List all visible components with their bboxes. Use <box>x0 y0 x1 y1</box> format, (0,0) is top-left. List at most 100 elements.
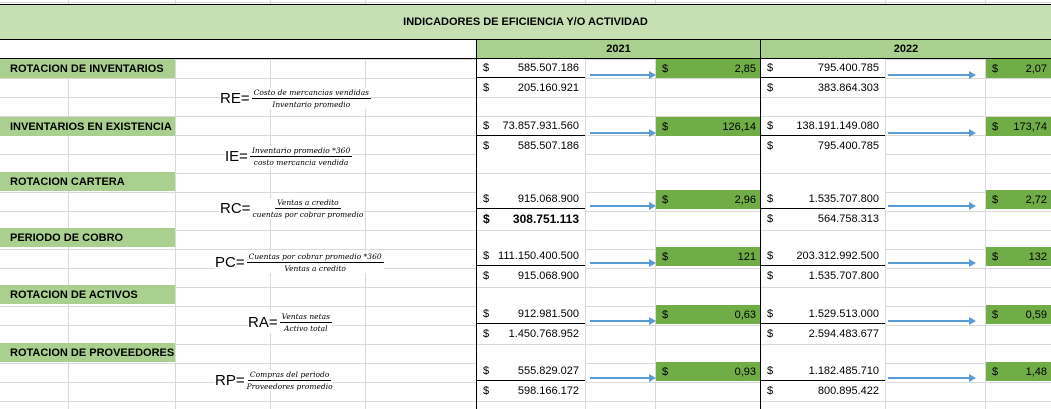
arrow-icon <box>590 317 656 325</box>
result-cell[interactable]: $2,96 <box>656 190 760 209</box>
currency-symbol: $ <box>483 308 490 320</box>
denominator-value: 795.400.785 <box>817 139 879 152</box>
formula-symbol: RE= <box>220 90 250 107</box>
denominator-value: 308.751.113 <box>512 211 579 226</box>
denominator-cell[interactable]: $1.535.707.800 <box>761 266 885 285</box>
numerator-cell[interactable]: $138.191.149.080 <box>761 117 885 136</box>
denominator-cell[interactable]: $915.068.900 <box>477 266 585 285</box>
result-cell[interactable]: $0,59 <box>986 305 1051 324</box>
result-value: 0,63 <box>734 308 756 321</box>
numerator-cell[interactable]: $915.068.900 <box>477 190 585 209</box>
formula-numerator: Costo de mercancias vendidas <box>251 88 372 99</box>
denominator-cell[interactable]: $1.450.768.952 <box>477 324 585 343</box>
currency-symbol: $ <box>767 384 774 397</box>
numerator-cell[interactable]: $73.857.931.560 <box>477 117 585 136</box>
currency-symbol: $ <box>662 250 669 263</box>
section-label[interactable]: ROTACION DE PROVEEDORES <box>0 343 175 362</box>
result-value: 2,07 <box>1025 62 1047 75</box>
currency-symbol: $ <box>767 269 774 282</box>
currency-symbol: $ <box>483 365 490 377</box>
section-label[interactable]: PERIODO DE COBRO <box>0 228 175 247</box>
formula-fraction: Inventario promedio *360 costo mercancia … <box>249 146 353 167</box>
currency-symbol: $ <box>483 211 490 226</box>
numerator-cell[interactable]: $1.182.485.710 <box>761 362 885 381</box>
formula: RA= Ventas netas Activo total <box>248 312 332 333</box>
denominator-cell[interactable]: $795.400.785 <box>761 136 885 155</box>
year-header-2021[interactable]: 2021 <box>476 40 760 59</box>
arrow-icon <box>888 317 976 325</box>
formula-denominator: Activo total <box>283 324 328 333</box>
result-cell[interactable]: $0,93 <box>656 362 760 381</box>
currency-symbol: $ <box>767 193 774 205</box>
section-label[interactable]: ROTACION DE ACTIVOS <box>0 285 175 304</box>
result-cell[interactable]: $1,48 <box>986 362 1051 381</box>
formula-numerator: Cuentas por cobrar promedio *360 <box>246 252 384 263</box>
denominator-value: 800.895.422 <box>817 384 879 397</box>
numerator-value: 915.068.900 <box>517 193 579 205</box>
result-cell[interactable]: $132 <box>986 247 1051 266</box>
denominator-cell[interactable]: $800.895.422 <box>761 381 885 400</box>
denominator-value: 564.758.313 <box>817 212 879 225</box>
result-cell[interactable]: $0,63 <box>656 305 760 324</box>
arrow-icon <box>590 259 656 267</box>
section-label[interactable]: ROTACION DE INVENTARIOS <box>0 59 175 78</box>
numerator-cell[interactable]: $1.529.513.000 <box>761 305 885 324</box>
numerator-cell[interactable]: $111.150.400.500 <box>477 247 585 266</box>
formula-fraction: Compras del periodo Proveedores promedio <box>247 370 333 391</box>
sheet-title[interactable]: INDICADORES DE EFICIENCIA Y/O ACTIVIDAD <box>0 4 1051 40</box>
numerator-cell[interactable]: $795.400.785 <box>761 59 885 78</box>
header-blank-cell[interactable] <box>0 40 476 59</box>
result-cell[interactable]: $2,85 <box>656 59 760 78</box>
result-cell[interactable]: $126,14 <box>656 117 760 136</box>
section-label[interactable]: INVENTARIOS EN EXISTENCIA <box>0 117 175 136</box>
result-cell[interactable]: $121 <box>656 247 760 266</box>
formula: RE= Costo de mercancias vendidas Inventari… <box>220 88 372 109</box>
numerator-value: 795.400.785 <box>817 62 879 74</box>
formula-numerator: Ventas netas <box>279 312 332 323</box>
formula-denominator: Inventario promedio <box>272 100 351 109</box>
denominator-cell[interactable]: $205.160.921 <box>477 78 585 97</box>
numerator-value: 912.981.500 <box>517 308 579 320</box>
currency-symbol: $ <box>483 269 490 282</box>
gridline <box>885 0 886 409</box>
result-cell[interactable]: $2,72 <box>986 190 1051 209</box>
result-cell[interactable]: $173,74 <box>986 117 1051 136</box>
formula-fraction: Ventas a credito cuentas por cobrar prome… <box>252 198 363 219</box>
numerator-cell[interactable]: $585.507.186 <box>477 59 585 78</box>
result-value: 2,72 <box>1025 193 1047 206</box>
numerator-value: 1.182.485.710 <box>808 365 879 377</box>
result-cell[interactable]: $2,07 <box>986 59 1051 78</box>
arrow-icon <box>888 374 976 382</box>
numerator-cell[interactable]: $555.829.027 <box>477 362 585 381</box>
arrow-icon <box>590 71 656 79</box>
result-value: 1,48 <box>1025 365 1047 378</box>
currency-symbol: $ <box>767 62 774 74</box>
denominator-cell[interactable]: $598.166.172 <box>477 381 585 400</box>
numerator-value: 111.150.400.500 <box>498 250 579 262</box>
formula-symbol: RC= <box>220 200 251 217</box>
gridline <box>985 0 986 409</box>
denominator-cell[interactable]: $2.594.483.677 <box>761 324 885 343</box>
year-header-2022[interactable]: 2022 <box>760 40 1051 59</box>
currency-symbol: $ <box>483 120 490 132</box>
numerator-value: 73.857.931.560 <box>502 120 579 132</box>
denominator-cell[interactable]: $564.758.313 <box>761 209 885 228</box>
formula-symbol: PC= <box>215 254 245 271</box>
numerator-cell[interactable]: $912.981.500 <box>477 305 585 324</box>
formula-denominator: Proveedores promedio <box>246 382 333 391</box>
section-label[interactable]: ROTACION CARTERA <box>0 172 175 191</box>
formula-fraction: Ventas netas Activo total <box>279 312 332 333</box>
denominator-cell[interactable]: $585.507.186 <box>477 136 585 155</box>
currency-symbol: $ <box>483 327 490 340</box>
denominator-cell[interactable]: $308.751.113 <box>477 209 585 228</box>
currency-symbol: $ <box>992 365 999 378</box>
formula-fraction: Costo de mercancias vendidas Inventario p… <box>251 88 372 109</box>
denominator-value: 383.864.303 <box>817 81 879 94</box>
denominator-cell[interactable]: $383.864.303 <box>761 78 885 97</box>
formula-symbol: RP= <box>215 372 245 389</box>
result-value: 132 <box>1028 250 1047 263</box>
denominator-value: 1.535.707.800 <box>808 269 879 282</box>
numerator-cell[interactable]: $1.535.707.800 <box>761 190 885 209</box>
numerator-cell[interactable]: $203.312.992.500 <box>761 247 885 266</box>
